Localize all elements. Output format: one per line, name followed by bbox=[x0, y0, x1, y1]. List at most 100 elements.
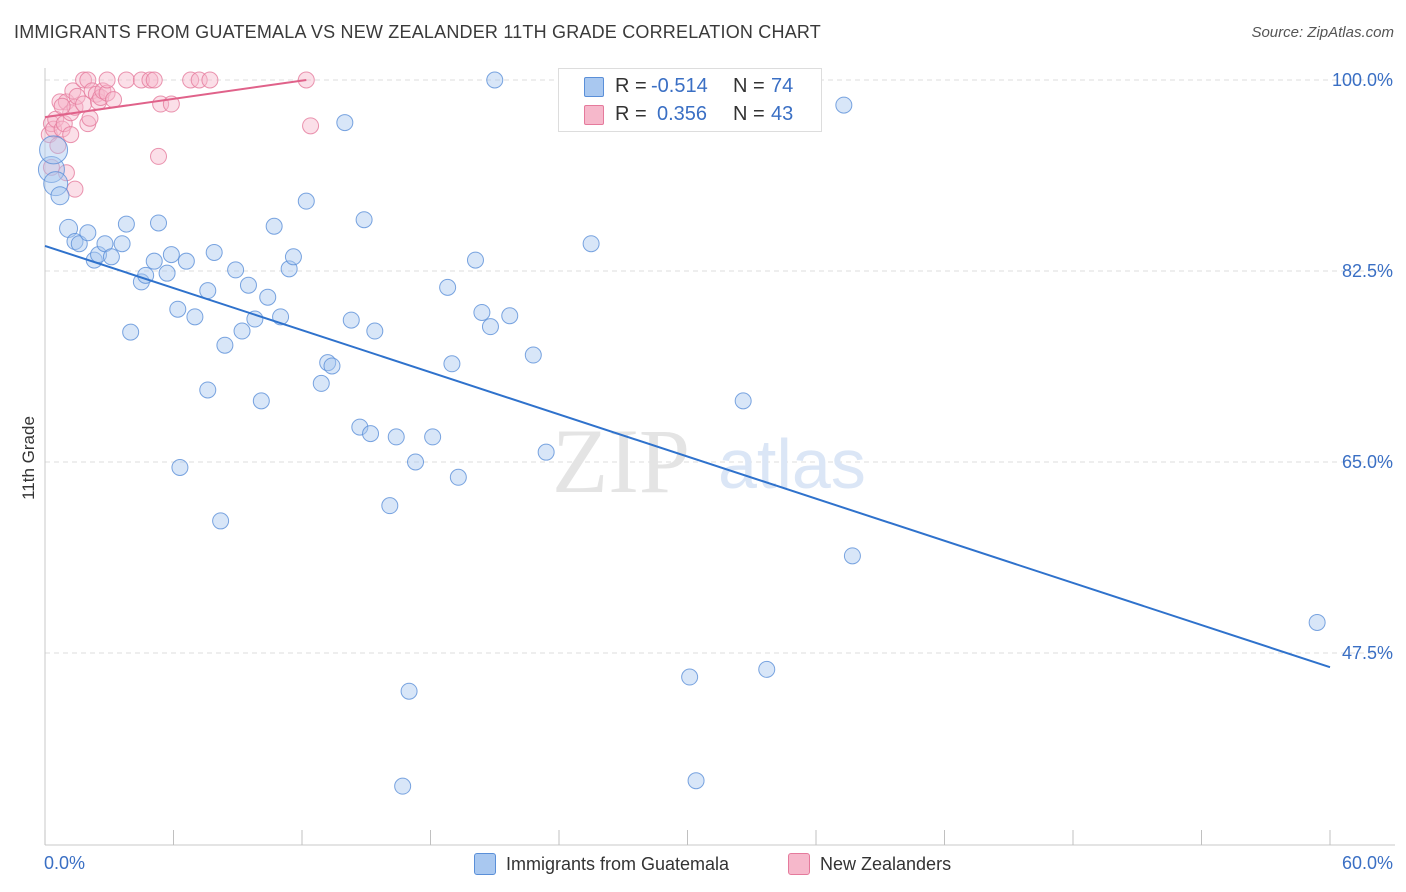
guatemala-point bbox=[177, 252, 195, 270]
guatemala-point bbox=[501, 307, 519, 325]
trend-lines bbox=[44, 79, 1331, 669]
guatemala-point bbox=[239, 276, 257, 294]
legend-swatch-new-zealanders bbox=[584, 105, 604, 125]
guatemala-point bbox=[466, 251, 484, 269]
guatemala-point bbox=[199, 282, 217, 300]
new-zealander-point bbox=[105, 91, 123, 109]
trend-line-0 bbox=[44, 244, 1331, 669]
guatemala-point bbox=[481, 318, 499, 336]
guatemala-point bbox=[117, 215, 135, 233]
guatemala-point bbox=[186, 308, 204, 326]
guatemala-point bbox=[687, 772, 705, 790]
new-zealander-point bbox=[201, 71, 219, 89]
watermark-zip: ZIP bbox=[552, 410, 690, 512]
guatemala-point bbox=[734, 392, 752, 410]
guatemala-point bbox=[424, 428, 442, 446]
legend-r-value-guatemala: -0.514 bbox=[651, 74, 708, 97]
new-zealander-point bbox=[81, 109, 99, 127]
new-zealander-point bbox=[132, 71, 150, 89]
tick-labels: 47.5% 65.0% 82.5% 100.0% 0.0% 60.0% 11th Grade bbox=[19, 70, 1393, 873]
new-zealander-point bbox=[98, 84, 116, 102]
guatemala-point bbox=[50, 186, 70, 206]
new-zealander-point bbox=[141, 71, 159, 89]
x-tick-label-min: 0.0% bbox=[44, 853, 85, 873]
guatemala-point bbox=[259, 288, 277, 306]
legend-n-value-new-zealanders: 43 bbox=[771, 102, 794, 125]
guatemala-point bbox=[362, 425, 380, 443]
grid-lines bbox=[45, 79, 1395, 654]
guatemala-point bbox=[145, 252, 163, 270]
new-zealander-point bbox=[150, 147, 168, 165]
legend-swatch-guatemala bbox=[584, 77, 604, 97]
guatemala-point bbox=[169, 300, 187, 318]
guatemala-point bbox=[381, 497, 399, 515]
x-tick-label-max: 60.0% bbox=[1342, 853, 1393, 873]
new-zealander-point bbox=[53, 97, 71, 115]
guatemala-point bbox=[102, 248, 120, 266]
guatemala-point bbox=[351, 418, 369, 436]
guatemala-point bbox=[387, 428, 405, 446]
legend-r-label: R = bbox=[615, 74, 647, 97]
guatemala-point bbox=[297, 192, 315, 210]
guatemala-point bbox=[439, 278, 457, 296]
series-new-zealanders-points bbox=[40, 71, 320, 198]
guatemala-point bbox=[366, 322, 384, 340]
new-zealander-point bbox=[62, 126, 80, 144]
guatemala-point bbox=[284, 248, 302, 266]
guatemala-point bbox=[449, 468, 467, 486]
y-tick-label: 65.0% bbox=[1342, 452, 1393, 472]
legend-r-value-new-zealanders: 0.356 bbox=[657, 102, 708, 125]
y-tick-label: 47.5% bbox=[1342, 643, 1393, 663]
trend-line-1 bbox=[44, 79, 307, 119]
guatemala-point bbox=[205, 243, 223, 261]
legend-r-label: R = bbox=[615, 102, 647, 125]
guatemala-point bbox=[227, 261, 245, 279]
guatemala-point bbox=[212, 512, 230, 530]
guatemala-point bbox=[122, 323, 140, 341]
guatemala-point bbox=[758, 660, 776, 678]
guatemala-point bbox=[150, 214, 168, 232]
bottom-legend-swatch-new-zealanders bbox=[788, 853, 810, 875]
series-guatemala-points bbox=[37, 71, 1326, 795]
guatemala-point bbox=[43, 171, 69, 197]
guatemala-point bbox=[400, 682, 418, 700]
guatemala-point bbox=[524, 346, 542, 364]
chart-title: IMMIGRANTS FROM GUATEMALA VS NEW ZEALAND… bbox=[14, 22, 821, 42]
bottom-legend-guatemala: Immigrants from Guatemala bbox=[474, 852, 729, 876]
new-zealander-point bbox=[117, 71, 135, 89]
new-zealander-point bbox=[79, 71, 97, 89]
guatemala-point bbox=[162, 246, 180, 264]
new-zealander-point bbox=[302, 117, 320, 135]
bottom-legend-label-guatemala: Immigrants from Guatemala bbox=[506, 853, 730, 874]
bottom-legend-new-zealanders: New Zealanders bbox=[788, 852, 951, 876]
new-zealander-point bbox=[49, 136, 67, 154]
axes bbox=[44, 68, 1395, 846]
new-zealander-point bbox=[55, 115, 73, 133]
guatemala-point bbox=[835, 96, 853, 114]
guatemala-point bbox=[79, 224, 97, 242]
guatemala-point bbox=[265, 217, 283, 235]
y-tick-label: 82.5% bbox=[1342, 261, 1393, 281]
guatemala-point bbox=[252, 392, 270, 410]
guatemala-point bbox=[158, 264, 176, 282]
bottom-legend-label-new-zealanders: New Zealanders bbox=[820, 853, 952, 874]
new-zealander-point bbox=[98, 71, 116, 89]
guatemala-point bbox=[233, 322, 251, 340]
y-axis-title: 11th Grade bbox=[19, 416, 38, 500]
guatemala-point bbox=[113, 235, 131, 253]
guatemala-point bbox=[323, 357, 341, 375]
new-zealander-point bbox=[51, 93, 69, 111]
watermark: ZIP atlas bbox=[552, 410, 866, 512]
guatemala-point bbox=[486, 71, 504, 89]
guatemala-point bbox=[582, 235, 600, 253]
bottom-legend-swatch-guatemala bbox=[474, 853, 496, 875]
guatemala-point bbox=[537, 443, 555, 461]
source-credit: Source: ZipAtlas.com bbox=[1251, 24, 1394, 41]
guatemala-point bbox=[199, 381, 217, 399]
guatemala-point bbox=[39, 135, 69, 165]
y-tick-label: 100.0% bbox=[1332, 70, 1393, 90]
new-zealander-point bbox=[145, 71, 163, 89]
guatemala-point bbox=[216, 336, 234, 354]
guatemala-point bbox=[407, 453, 425, 471]
